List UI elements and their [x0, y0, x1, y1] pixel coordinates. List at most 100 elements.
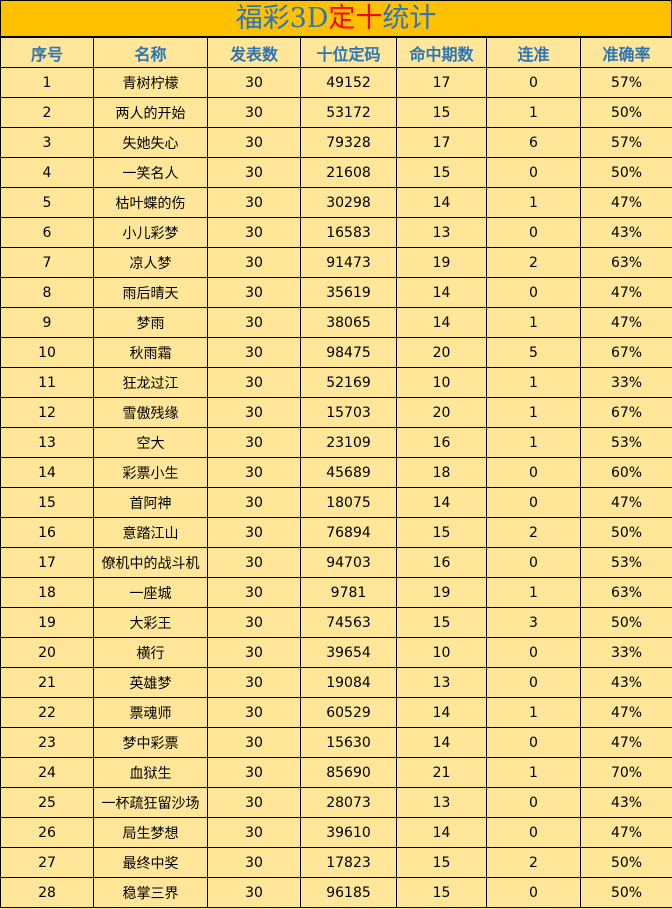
cell-accuracy: 47% [580, 817, 672, 848]
cell-name: 失她失心 [93, 127, 208, 158]
cell-name: 英雄梦 [93, 667, 208, 698]
cell-rank: 14 [0, 457, 94, 488]
cell-name: 横行 [93, 637, 208, 668]
cell-hits: 16 [396, 547, 487, 578]
cell-name: 枯叶蝶的伤 [93, 187, 208, 218]
cell-rank: 12 [0, 397, 94, 428]
cell-rank: 25 [0, 787, 94, 818]
cell-posts: 30 [207, 577, 301, 608]
cell-code: 96185 [300, 877, 397, 908]
cell-hits: 13 [396, 667, 487, 698]
cell-streak: 0 [486, 727, 581, 758]
cell-hits: 15 [396, 877, 487, 908]
cell-streak: 1 [486, 187, 581, 218]
cell-accuracy: 50% [580, 97, 672, 128]
cell-hits: 10 [396, 637, 487, 668]
cell-posts: 30 [207, 127, 301, 158]
cell-name: 僚机中的战斗机 [93, 547, 208, 578]
cell-name: 一笑名人 [93, 157, 208, 188]
cell-accuracy: 70% [580, 757, 672, 788]
cell-rank: 2 [0, 97, 94, 128]
cell-streak: 1 [486, 577, 581, 608]
cell-accuracy: 67% [580, 397, 672, 428]
cell-code: 53172 [300, 97, 397, 128]
cell-code: 15703 [300, 397, 397, 428]
cell-code: 30298 [300, 187, 397, 218]
cell-posts: 30 [207, 397, 301, 428]
title-part1: 福彩3D [235, 3, 329, 34]
cell-posts: 30 [207, 247, 301, 278]
cell-hits: 20 [396, 337, 487, 368]
cell-posts: 30 [207, 217, 301, 248]
cell-accuracy: 33% [580, 637, 672, 668]
cell-rank: 16 [0, 517, 94, 548]
cell-rank: 15 [0, 487, 94, 518]
cell-streak: 2 [486, 247, 581, 278]
table-row: 10 秋雨霜 30 98475 20 5 67% [0, 337, 672, 368]
cell-code: 17823 [300, 847, 397, 878]
cell-hits: 19 [396, 577, 487, 608]
table-row: 25 一杯疏狂留沙场 30 28073 13 0 43% [0, 787, 672, 818]
cell-name: 局生梦想 [93, 817, 208, 848]
table-row: 6 小儿彩梦 30 16583 13 0 43% [0, 217, 672, 248]
cell-name: 雨后晴天 [93, 277, 208, 308]
cell-streak: 1 [486, 367, 581, 398]
cell-accuracy: 53% [580, 427, 672, 458]
cell-code: 60529 [300, 697, 397, 728]
cell-name: 梦雨 [93, 307, 208, 338]
header-rank: 序号 [0, 37, 94, 68]
cell-streak: 0 [486, 217, 581, 248]
cell-streak: 0 [486, 667, 581, 698]
cell-hits: 14 [396, 277, 487, 308]
cell-name: 狂龙过江 [93, 367, 208, 398]
table-row: 15 首阿神 30 18075 14 0 47% [0, 487, 672, 518]
cell-streak: 1 [486, 427, 581, 458]
cell-hits: 14 [396, 487, 487, 518]
cell-streak: 0 [486, 637, 581, 668]
header-hits: 命中期数 [396, 37, 487, 68]
cell-accuracy: 47% [580, 277, 672, 308]
cell-posts: 30 [207, 487, 301, 518]
cell-accuracy: 43% [580, 217, 672, 248]
cell-streak: 0 [486, 67, 581, 98]
cell-accuracy: 53% [580, 547, 672, 578]
cell-code: 52169 [300, 367, 397, 398]
cell-name: 稳掌三界 [93, 877, 208, 908]
cell-code: 9781 [300, 577, 397, 608]
cell-streak: 0 [486, 457, 581, 488]
cell-rank: 5 [0, 187, 94, 218]
cell-posts: 30 [207, 547, 301, 578]
header-name: 名称 [93, 37, 208, 68]
cell-posts: 30 [207, 667, 301, 698]
cell-name: 首阿神 [93, 487, 208, 518]
cell-posts: 30 [207, 727, 301, 758]
cell-hits: 16 [396, 427, 487, 458]
title-part3: 统计 [382, 3, 437, 34]
cell-hits: 17 [396, 67, 487, 98]
cell-streak: 1 [486, 97, 581, 128]
cell-code: 15630 [300, 727, 397, 758]
cell-posts: 30 [207, 517, 301, 548]
cell-code: 79328 [300, 127, 397, 158]
cell-posts: 30 [207, 337, 301, 368]
table-row: 28 稳掌三界 30 96185 15 0 50% [0, 877, 672, 908]
cell-hits: 19 [396, 247, 487, 278]
table-row: 2 两人的开始 30 53172 15 1 50% [0, 97, 672, 128]
table-row: 12 雪傲残缘 30 15703 20 1 67% [0, 397, 672, 428]
cell-name: 血狱生 [93, 757, 208, 788]
cell-hits: 18 [396, 457, 487, 488]
cell-code: 74563 [300, 607, 397, 638]
cell-posts: 30 [207, 97, 301, 128]
cell-rank: 6 [0, 217, 94, 248]
cell-posts: 30 [207, 877, 301, 908]
table-row: 11 狂龙过江 30 52169 10 1 33% [0, 367, 672, 398]
header-code: 十位定码 [300, 37, 397, 68]
cell-hits: 14 [396, 307, 487, 338]
cell-hits: 14 [396, 187, 487, 218]
cell-posts: 30 [207, 637, 301, 668]
cell-posts: 30 [207, 817, 301, 848]
table-row: 26 局生梦想 30 39610 14 0 47% [0, 817, 672, 848]
header-accuracy: 准确率 [580, 37, 672, 68]
table-row: 20 横行 30 39654 10 0 33% [0, 637, 672, 668]
table-row: 3 失她失心 30 79328 17 6 57% [0, 127, 672, 158]
